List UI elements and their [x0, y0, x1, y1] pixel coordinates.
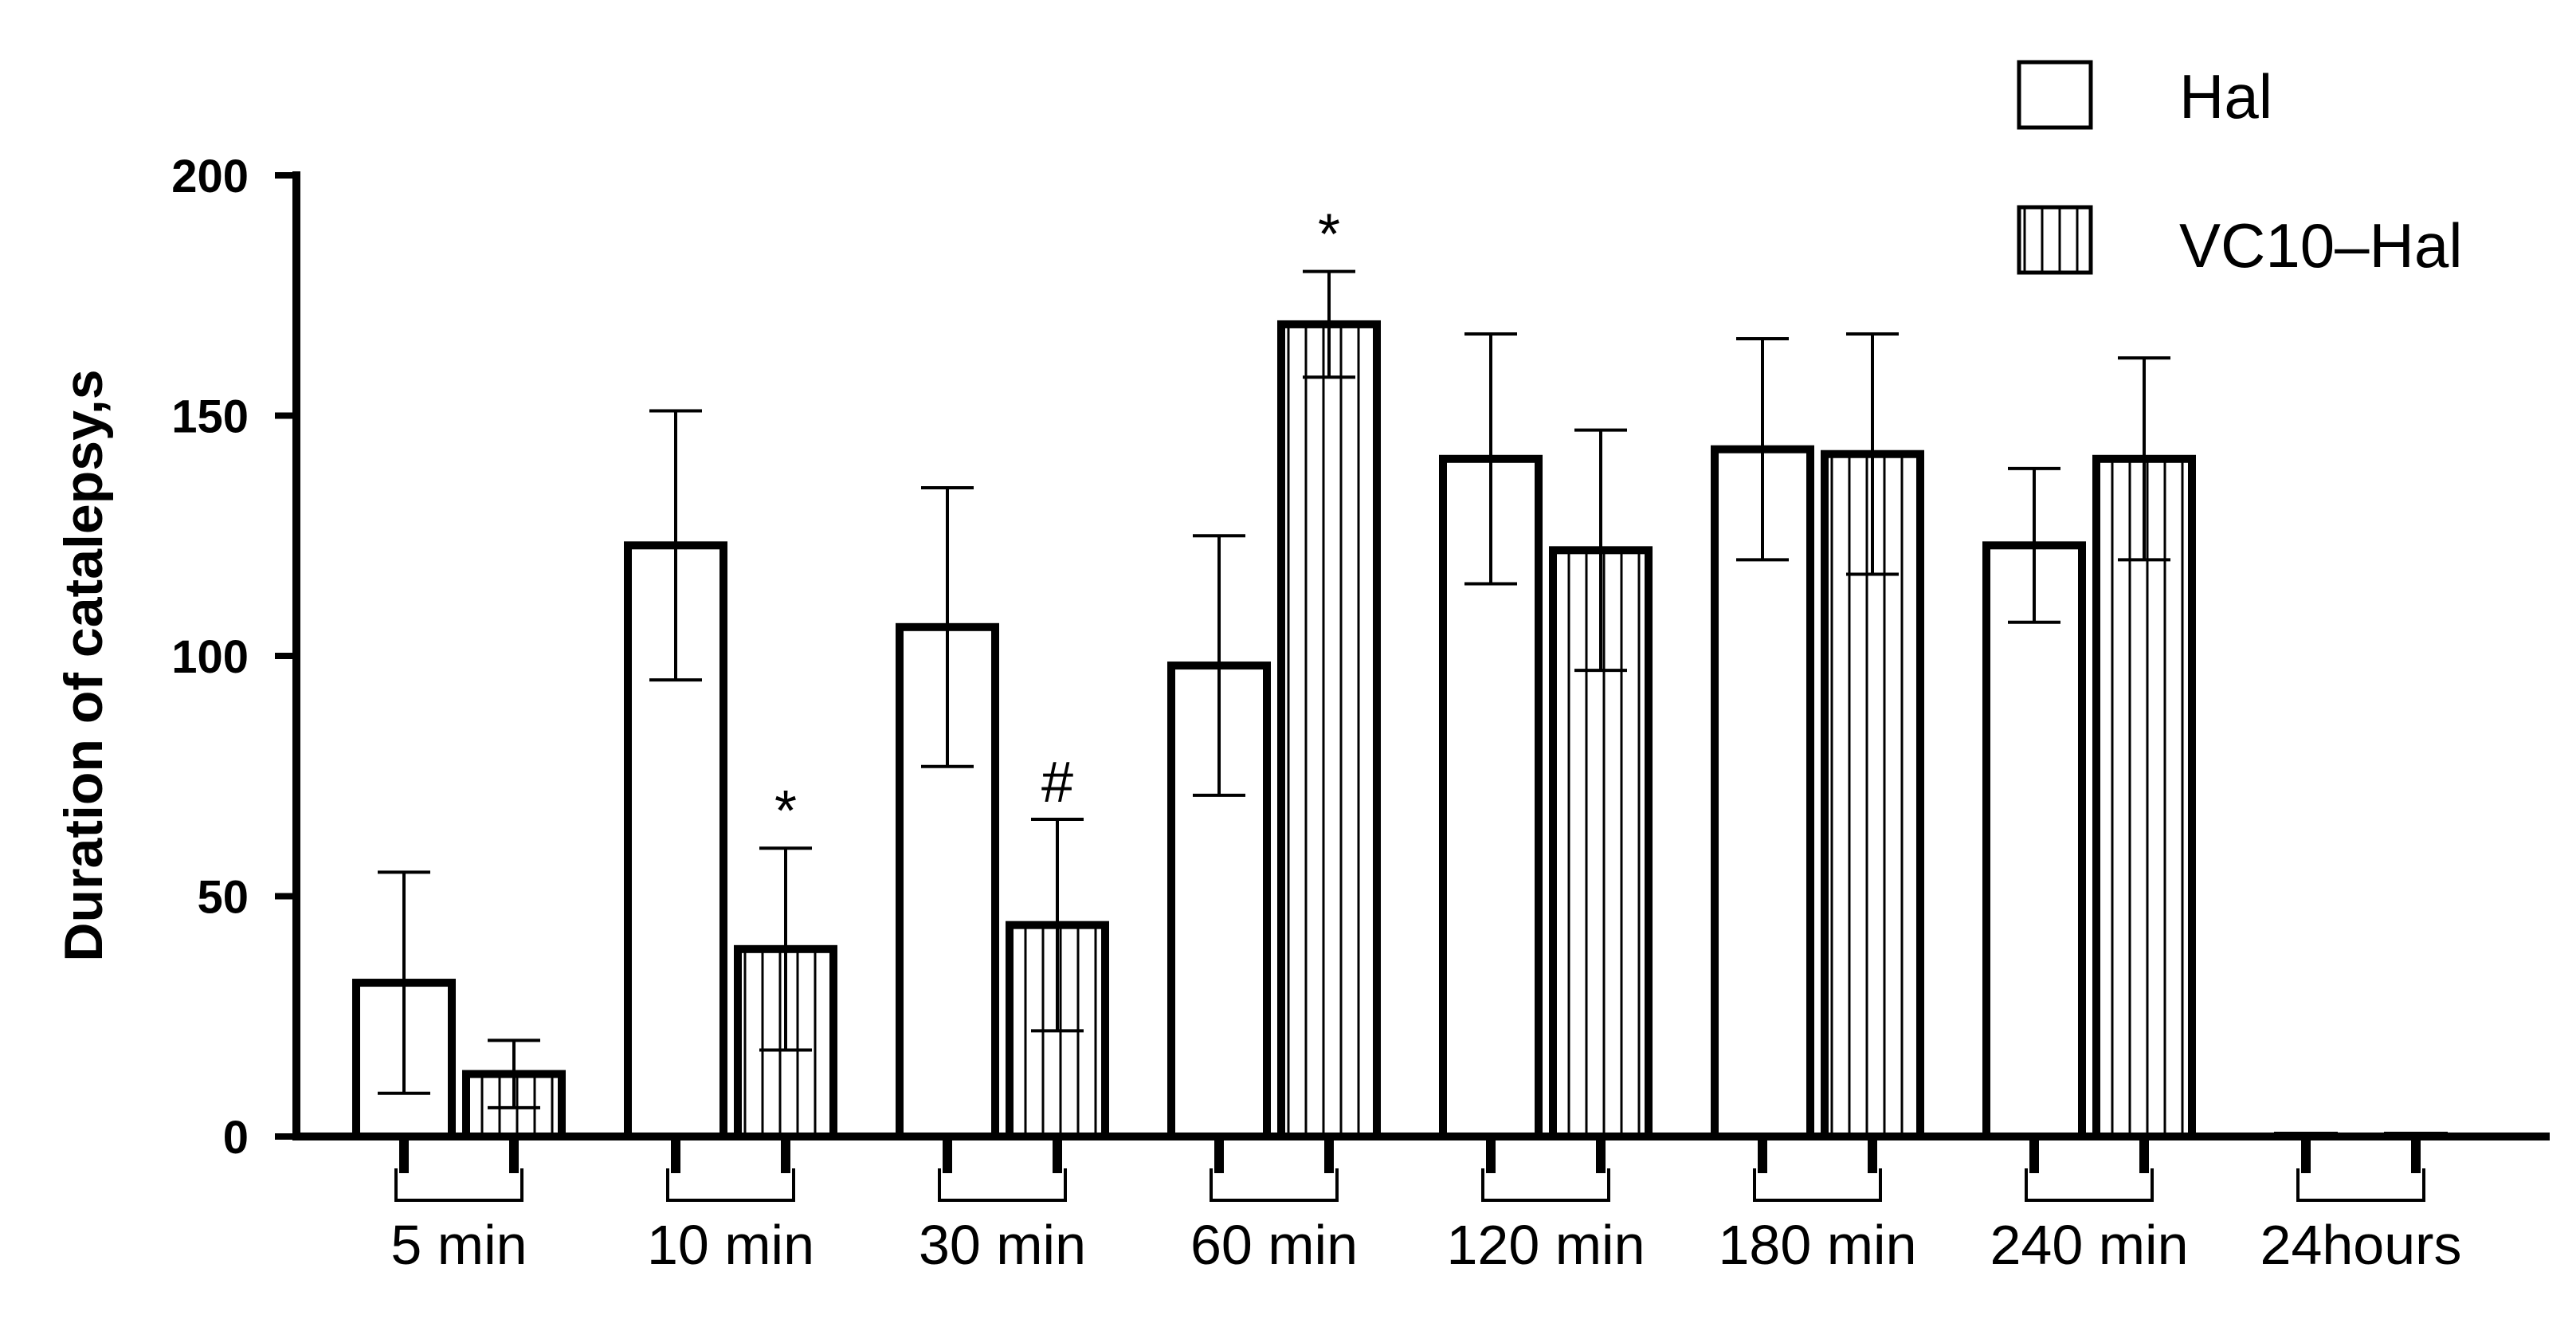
y-tick-label: 0: [223, 1112, 249, 1164]
category-bracket: [394, 1168, 523, 1202]
y-axis-label: Duration of catalepsy,s: [53, 369, 114, 961]
y-tick-label: 50: [197, 872, 249, 924]
y-tick-label: 100: [171, 631, 249, 683]
y-ticks-group: 0 50 100 150 200: [171, 151, 296, 1164]
category-bracket: [1481, 1168, 1610, 1202]
annotations-group: * # *: [774, 203, 1340, 844]
legend-label-vc10-hal: VC10–Hal: [2179, 210, 2463, 281]
category-bracket: [1210, 1168, 1339, 1202]
significance-marker: *: [1318, 203, 1340, 267]
category-bracket: [938, 1168, 1067, 1202]
category-label: 24hours: [2260, 1214, 2462, 1276]
legend-label-hal: Hal: [2179, 61, 2272, 132]
category-label: 30 min: [919, 1214, 1086, 1276]
legend-swatch-hal: [2017, 60, 2093, 130]
category-label: 60 min: [1190, 1214, 1358, 1276]
error-bars-group: [378, 269, 2170, 1109]
bar-hal: [1711, 445, 1814, 1140]
y-tick-label: 200: [171, 151, 249, 202]
category-label: 120 min: [1446, 1214, 1645, 1276]
category-bracket: [666, 1168, 795, 1202]
significance-marker: *: [774, 779, 797, 843]
bars-group: [352, 320, 2448, 1141]
bar-vc10-hal: [2092, 454, 2196, 1140]
category-label: 240 min: [1990, 1214, 2188, 1276]
category-label: 5 min: [390, 1214, 527, 1276]
significance-marker: #: [1041, 751, 1073, 815]
legend: Hal VC10–Hal: [2017, 60, 2463, 281]
bar-hal: [1982, 541, 2086, 1140]
x-category-group: 5 min 10 min 30 min 60 min 120 min 180 min 240…: [390, 1137, 2461, 1276]
legend-swatch-vc10-hal: [2017, 205, 2093, 275]
category-bracket: [1753, 1168, 1882, 1202]
category-bracket: [2025, 1168, 2154, 1202]
bar-vc10-hal: [1277, 320, 1381, 1140]
category-bracket: [2296, 1168, 2425, 1202]
category-label: 180 min: [1718, 1214, 1916, 1276]
y-tick-label: 150: [171, 391, 249, 443]
category-label: 10 min: [647, 1214, 814, 1276]
